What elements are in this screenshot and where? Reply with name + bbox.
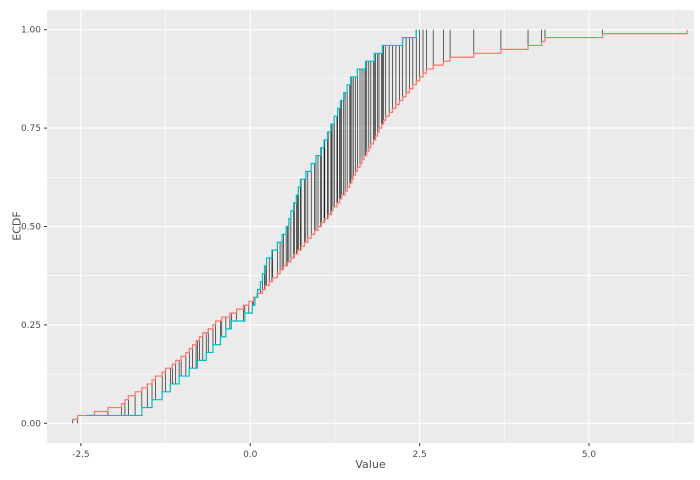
ecdf-line-cyan <box>86 29 417 417</box>
x-axis-title: Value <box>355 458 386 471</box>
ecdf-line-red <box>72 29 688 420</box>
y-tick-label: 1.00 <box>21 26 41 36</box>
y-tick-label: 0.50 <box>21 223 41 233</box>
y-tick-label: 0.25 <box>21 321 41 331</box>
x-tick-label: -2.5 <box>72 450 90 460</box>
x-tick-label: 0.0 <box>243 450 258 460</box>
x-tick-label: 2.5 <box>412 450 426 460</box>
x-tick-label: 5.0 <box>582 450 597 460</box>
y-axis-title: ECDF <box>10 211 24 241</box>
y-tick-label: 0.00 <box>21 419 41 429</box>
y-tick-label: 0.75 <box>21 124 41 134</box>
